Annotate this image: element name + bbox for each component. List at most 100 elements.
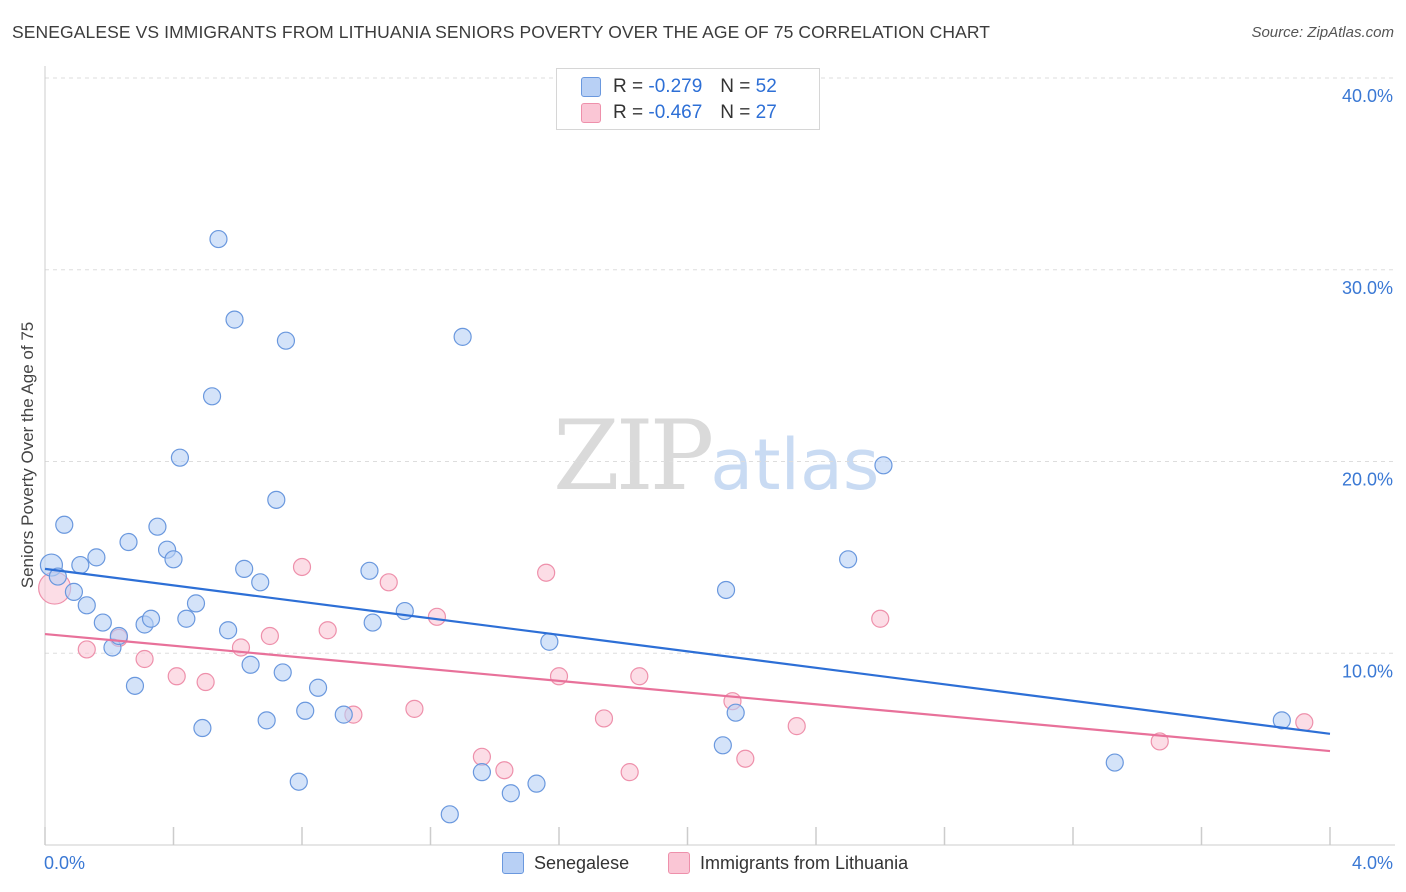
point-senegalese [713, 736, 732, 755]
point-senegalese [177, 609, 196, 628]
r-label: R = [613, 76, 644, 97]
point-senegalese [716, 580, 736, 600]
point-senegalese [235, 559, 254, 578]
point-senegalese [170, 448, 190, 467]
point-lithuania [405, 699, 424, 718]
legend-row-lithuania: R = -0.467 N = 27 [581, 100, 777, 126]
point-senegalese [501, 784, 520, 803]
point-senegalese [257, 711, 276, 730]
point-senegalese [273, 663, 292, 682]
point-senegalese [1272, 711, 1291, 730]
r-label: R = [613, 102, 644, 123]
point-senegalese [55, 515, 74, 534]
pink-swatch [581, 103, 601, 123]
point-lithuania [196, 672, 215, 692]
x-tick-label: 0.0% [44, 853, 85, 873]
point-senegalese [125, 676, 145, 695]
point-lithuania [135, 649, 154, 669]
point-lithuania [787, 717, 806, 736]
point-senegalese [360, 561, 379, 580]
point-lithuania [1295, 713, 1314, 732]
point-lithuania [594, 709, 614, 728]
y-tick-label: 20.0% [1342, 470, 1393, 490]
legend-row-senegalese: R = -0.279 N = 52 [581, 74, 777, 100]
point-lithuania [472, 747, 491, 766]
point-senegalese [164, 550, 183, 569]
watermark-atlas: atlas [710, 424, 880, 506]
point-senegalese [308, 678, 328, 697]
n-label: N = [720, 102, 751, 123]
point-senegalese [472, 763, 491, 782]
x-tick-label: 4.0% [1352, 853, 1393, 873]
point-senegalese [148, 517, 167, 536]
point-senegalese [64, 582, 84, 601]
r-value: -0.467 [648, 102, 703, 123]
point-lithuania [292, 557, 312, 577]
point-senegalese [726, 703, 745, 722]
point-senegalese [186, 594, 206, 613]
point-senegalese [87, 548, 106, 567]
point-lithuania [736, 749, 755, 768]
point-senegalese [440, 805, 459, 824]
point-senegalese [209, 229, 228, 249]
point-senegalese [71, 555, 90, 575]
n-value: 52 [755, 76, 777, 97]
n-label: N = [720, 76, 751, 97]
blue-swatch [581, 77, 601, 97]
legend-item-lithuania[interactable]: Immigrants from Lithuania [668, 852, 908, 874]
point-lithuania [77, 640, 96, 659]
point-senegalese [48, 567, 67, 586]
point-senegalese [874, 456, 893, 475]
point-senegalese [453, 327, 472, 346]
point-senegalese [296, 701, 315, 720]
trend-line-lithuania [44, 632, 1331, 753]
point-senegalese [276, 331, 296, 350]
legend-label-lithuania: Immigrants from Lithuania [700, 852, 909, 873]
chart-title: SENEGALESE VS IMMIGRANTS FROM LITHUANIA … [12, 22, 991, 42]
point-lithuania [427, 607, 447, 626]
y-axis-label: Seniors Poverty Over the Age of 75 [18, 321, 37, 589]
y-tick-label: 40.0% [1342, 86, 1393, 106]
zipatlas-watermark: ZIPatlas [553, 400, 879, 512]
point-senegalese [77, 596, 96, 615]
point-senegalese [225, 310, 244, 329]
r-value: -0.279 [648, 76, 703, 97]
point-lithuania [620, 763, 639, 782]
point-senegalese [540, 632, 559, 651]
point-senegalese [193, 718, 212, 738]
point-senegalese [251, 573, 270, 592]
watermark-zip: ZIP [553, 400, 714, 512]
point-lithuania [318, 621, 337, 640]
point-senegalese [219, 621, 238, 640]
point-lithuania [630, 667, 649, 686]
point-senegalese [141, 609, 161, 628]
point-senegalese [289, 772, 308, 791]
point-senegalese [119, 532, 138, 552]
point-senegalese [395, 601, 414, 621]
point-lithuania [871, 609, 890, 628]
pink-swatch [668, 852, 690, 874]
legend-item-senegalese[interactable]: Senegalese [502, 852, 629, 874]
blue-swatch [502, 852, 524, 874]
point-senegalese [363, 613, 382, 632]
n-value: 27 [755, 102, 777, 123]
point-lithuania [537, 563, 556, 582]
chart-source: Source: ZipAtlas.com [1251, 24, 1394, 41]
point-lithuania [1150, 732, 1169, 751]
point-lithuania [379, 573, 398, 592]
series-legend: Senegalese Immigrants from Lithuania [0, 852, 1406, 878]
point-senegalese [839, 550, 858, 569]
y-tick-label: 30.0% [1342, 278, 1393, 298]
point-senegalese [334, 705, 353, 724]
point-senegalese [1105, 753, 1124, 772]
point-senegalese [93, 613, 112, 632]
trend-line-senegalese [44, 567, 1331, 735]
point-senegalese [527, 774, 546, 793]
point-lithuania [260, 626, 279, 646]
point-senegalese [241, 655, 260, 674]
point-lithuania [167, 667, 186, 686]
point-senegalese [202, 387, 222, 406]
point-senegalese [267, 490, 286, 509]
correlation-legend: R = -0.279 N = 52 R = -0.467 N = 27 [556, 68, 820, 130]
